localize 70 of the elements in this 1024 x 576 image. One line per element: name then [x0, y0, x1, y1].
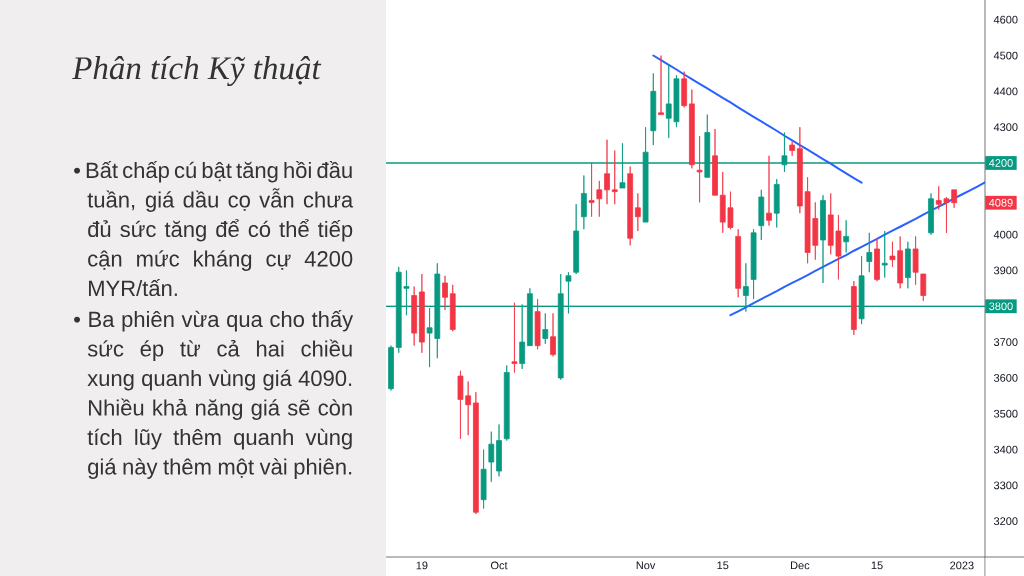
x-tick-label: Oct [490, 561, 508, 570]
candlestick [843, 219, 850, 253]
y-tick-label: 3200 [993, 517, 1018, 526]
y-tick-label: 3300 [993, 481, 1018, 490]
candlestick [542, 313, 549, 345]
x-tick-label: Nov [636, 561, 656, 570]
candlestick [750, 228, 757, 300]
candlestick [820, 194, 826, 284]
line-series [652, 54, 863, 184]
candlestick [635, 193, 641, 232]
candlestick [851, 280, 857, 336]
text: Phân tích Kỹ thuật [72, 56, 322, 87]
annotation: 4089 [988, 198, 1013, 207]
candlestick [758, 189, 765, 241]
candlestick [789, 141, 796, 157]
y-tick-label: 3500 [993, 409, 1018, 418]
candlestick [681, 71, 688, 108]
candlestick [712, 128, 718, 196]
candlestick [650, 73, 657, 146]
x-tick-label: Dec [791, 561, 810, 570]
ref-line-label: 4200 [988, 159, 1013, 167]
candlestick [496, 424, 502, 477]
candlestick [411, 286, 418, 347]
candlestick [573, 203, 580, 275]
text: • Ba phiên vừa qua cho thấy sức ép từ cả hai chiều xung quanh vùng giá 4090. Nhiều khả năng giá sẽ còn tích lũy thêm quanh vùng giá này thêm một vài phiên. [74, 310, 354, 479]
y-tick-label: 3700 [993, 338, 1018, 346]
candlestick [550, 313, 556, 357]
candlestick [912, 236, 919, 286]
candlestick [604, 139, 610, 205]
candlestick [920, 273, 927, 302]
y-tick-label: 4400 [993, 87, 1018, 96]
x-tick-label: 2023 [950, 561, 974, 570]
candlestick [658, 55, 664, 116]
text: • Bất chấp cú bật tăng hồi đầu tuần, giá dầu cọ vẫn chưa đủ sức tăng để có thể tiếp cận mức kháng cự 4200 MYR/tấn. [74, 161, 354, 297]
candlestick [480, 449, 487, 510]
candlestick [488, 431, 495, 483]
candlestick [766, 155, 772, 227]
candlestick [611, 150, 618, 205]
candlestick [905, 241, 911, 289]
x-tick-label: 15 [717, 561, 729, 570]
y-tick-label: 3400 [993, 445, 1018, 454]
y-tick-label: 3600 [993, 374, 1018, 382]
candlestick [928, 193, 934, 236]
candlestick [696, 135, 703, 203]
y-tick-label: 4000 [993, 230, 1018, 239]
candlestick [534, 298, 541, 350]
candlestick [511, 302, 518, 373]
candlestick [442, 275, 448, 311]
candlestick [627, 166, 634, 246]
x-tick-label: 19 [416, 561, 428, 570]
candlestick [881, 230, 888, 278]
candlestick [689, 89, 695, 169]
y-tick-label: 4500 [993, 51, 1018, 60]
candlestick [419, 273, 425, 354]
candlestick [588, 162, 595, 218]
y-tick-label: 4600 [993, 15, 1018, 24]
candlestick [388, 345, 394, 391]
candlestick [874, 237, 880, 282]
candlestick [866, 232, 873, 273]
candlestick [773, 178, 780, 228]
y-tick-label: 4300 [993, 123, 1018, 132]
candlestick [449, 284, 456, 332]
candlestick [473, 391, 479, 515]
candlestick [503, 364, 510, 441]
x-tick-label: 15 [871, 561, 883, 570]
y-tick-label: 3900 [993, 266, 1018, 275]
ref-line-label: 3800 [989, 302, 1013, 311]
candlestick [581, 175, 587, 230]
candlestick [735, 228, 742, 298]
candlestick [596, 180, 603, 218]
